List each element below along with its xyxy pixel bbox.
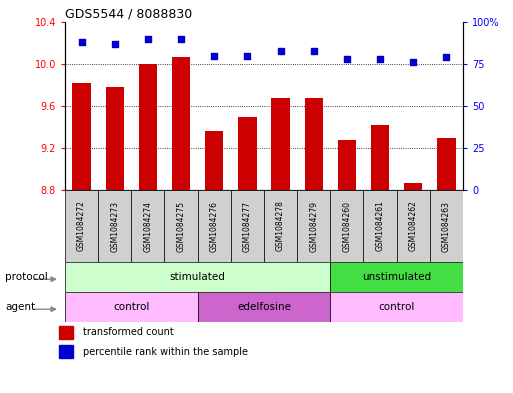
Bar	[131, 190, 165, 262]
Text: agent: agent	[5, 302, 35, 312]
Bar	[59, 326, 73, 339]
Bar	[338, 140, 356, 190]
Text: GSM1084274: GSM1084274	[144, 200, 152, 252]
Point	[243, 52, 251, 59]
Text: unstimulated: unstimulated	[362, 272, 431, 282]
Text: protocol: protocol	[5, 272, 48, 282]
Point	[376, 56, 384, 62]
Bar	[437, 138, 456, 190]
Text: GSM1084263: GSM1084263	[442, 200, 451, 252]
Bar	[404, 183, 422, 190]
Point	[177, 36, 185, 42]
Point	[442, 54, 450, 61]
Bar	[205, 131, 223, 190]
Text: percentile rank within the sample: percentile rank within the sample	[83, 347, 248, 356]
Bar	[72, 83, 91, 190]
Point	[144, 36, 152, 42]
Bar	[330, 262, 463, 292]
Text: GSM1084261: GSM1084261	[376, 200, 385, 252]
Bar	[106, 87, 124, 190]
Text: edelfosine: edelfosine	[237, 302, 291, 312]
Text: stimulated: stimulated	[170, 272, 226, 282]
Text: GSM1084277: GSM1084277	[243, 200, 252, 252]
Point	[409, 59, 418, 66]
Bar	[371, 125, 389, 190]
Point	[277, 48, 285, 54]
Bar	[98, 190, 131, 262]
Bar	[430, 190, 463, 262]
Bar	[271, 97, 290, 190]
Text: transformed count: transformed count	[83, 327, 174, 338]
Bar	[364, 190, 397, 262]
Text: GSM1084272: GSM1084272	[77, 200, 86, 252]
Bar	[297, 190, 330, 262]
Point	[310, 48, 318, 54]
Text: GSM1084260: GSM1084260	[342, 200, 351, 252]
Bar	[59, 345, 73, 358]
Bar	[139, 64, 157, 190]
Bar	[305, 97, 323, 190]
Bar	[65, 262, 330, 292]
Bar	[397, 190, 430, 262]
Bar	[239, 116, 256, 190]
Bar	[65, 292, 198, 322]
Text: GDS5544 / 8088830: GDS5544 / 8088830	[65, 8, 192, 21]
Text: GSM1084273: GSM1084273	[110, 200, 119, 252]
Text: GSM1084275: GSM1084275	[176, 200, 186, 252]
Text: control: control	[113, 302, 149, 312]
Bar	[330, 190, 364, 262]
Point	[77, 39, 86, 45]
Text: control: control	[379, 302, 415, 312]
Bar	[165, 190, 198, 262]
Point	[111, 41, 119, 47]
Text: GSM1084276: GSM1084276	[210, 200, 219, 252]
Bar	[198, 292, 330, 322]
Bar	[172, 57, 190, 190]
Text: GSM1084279: GSM1084279	[309, 200, 318, 252]
Text: GSM1084262: GSM1084262	[409, 200, 418, 252]
Point	[210, 52, 219, 59]
Text: GSM1084278: GSM1084278	[276, 200, 285, 252]
Bar	[198, 190, 231, 262]
Bar	[65, 190, 98, 262]
Bar	[330, 292, 463, 322]
Bar	[231, 190, 264, 262]
Point	[343, 56, 351, 62]
Bar	[264, 190, 297, 262]
